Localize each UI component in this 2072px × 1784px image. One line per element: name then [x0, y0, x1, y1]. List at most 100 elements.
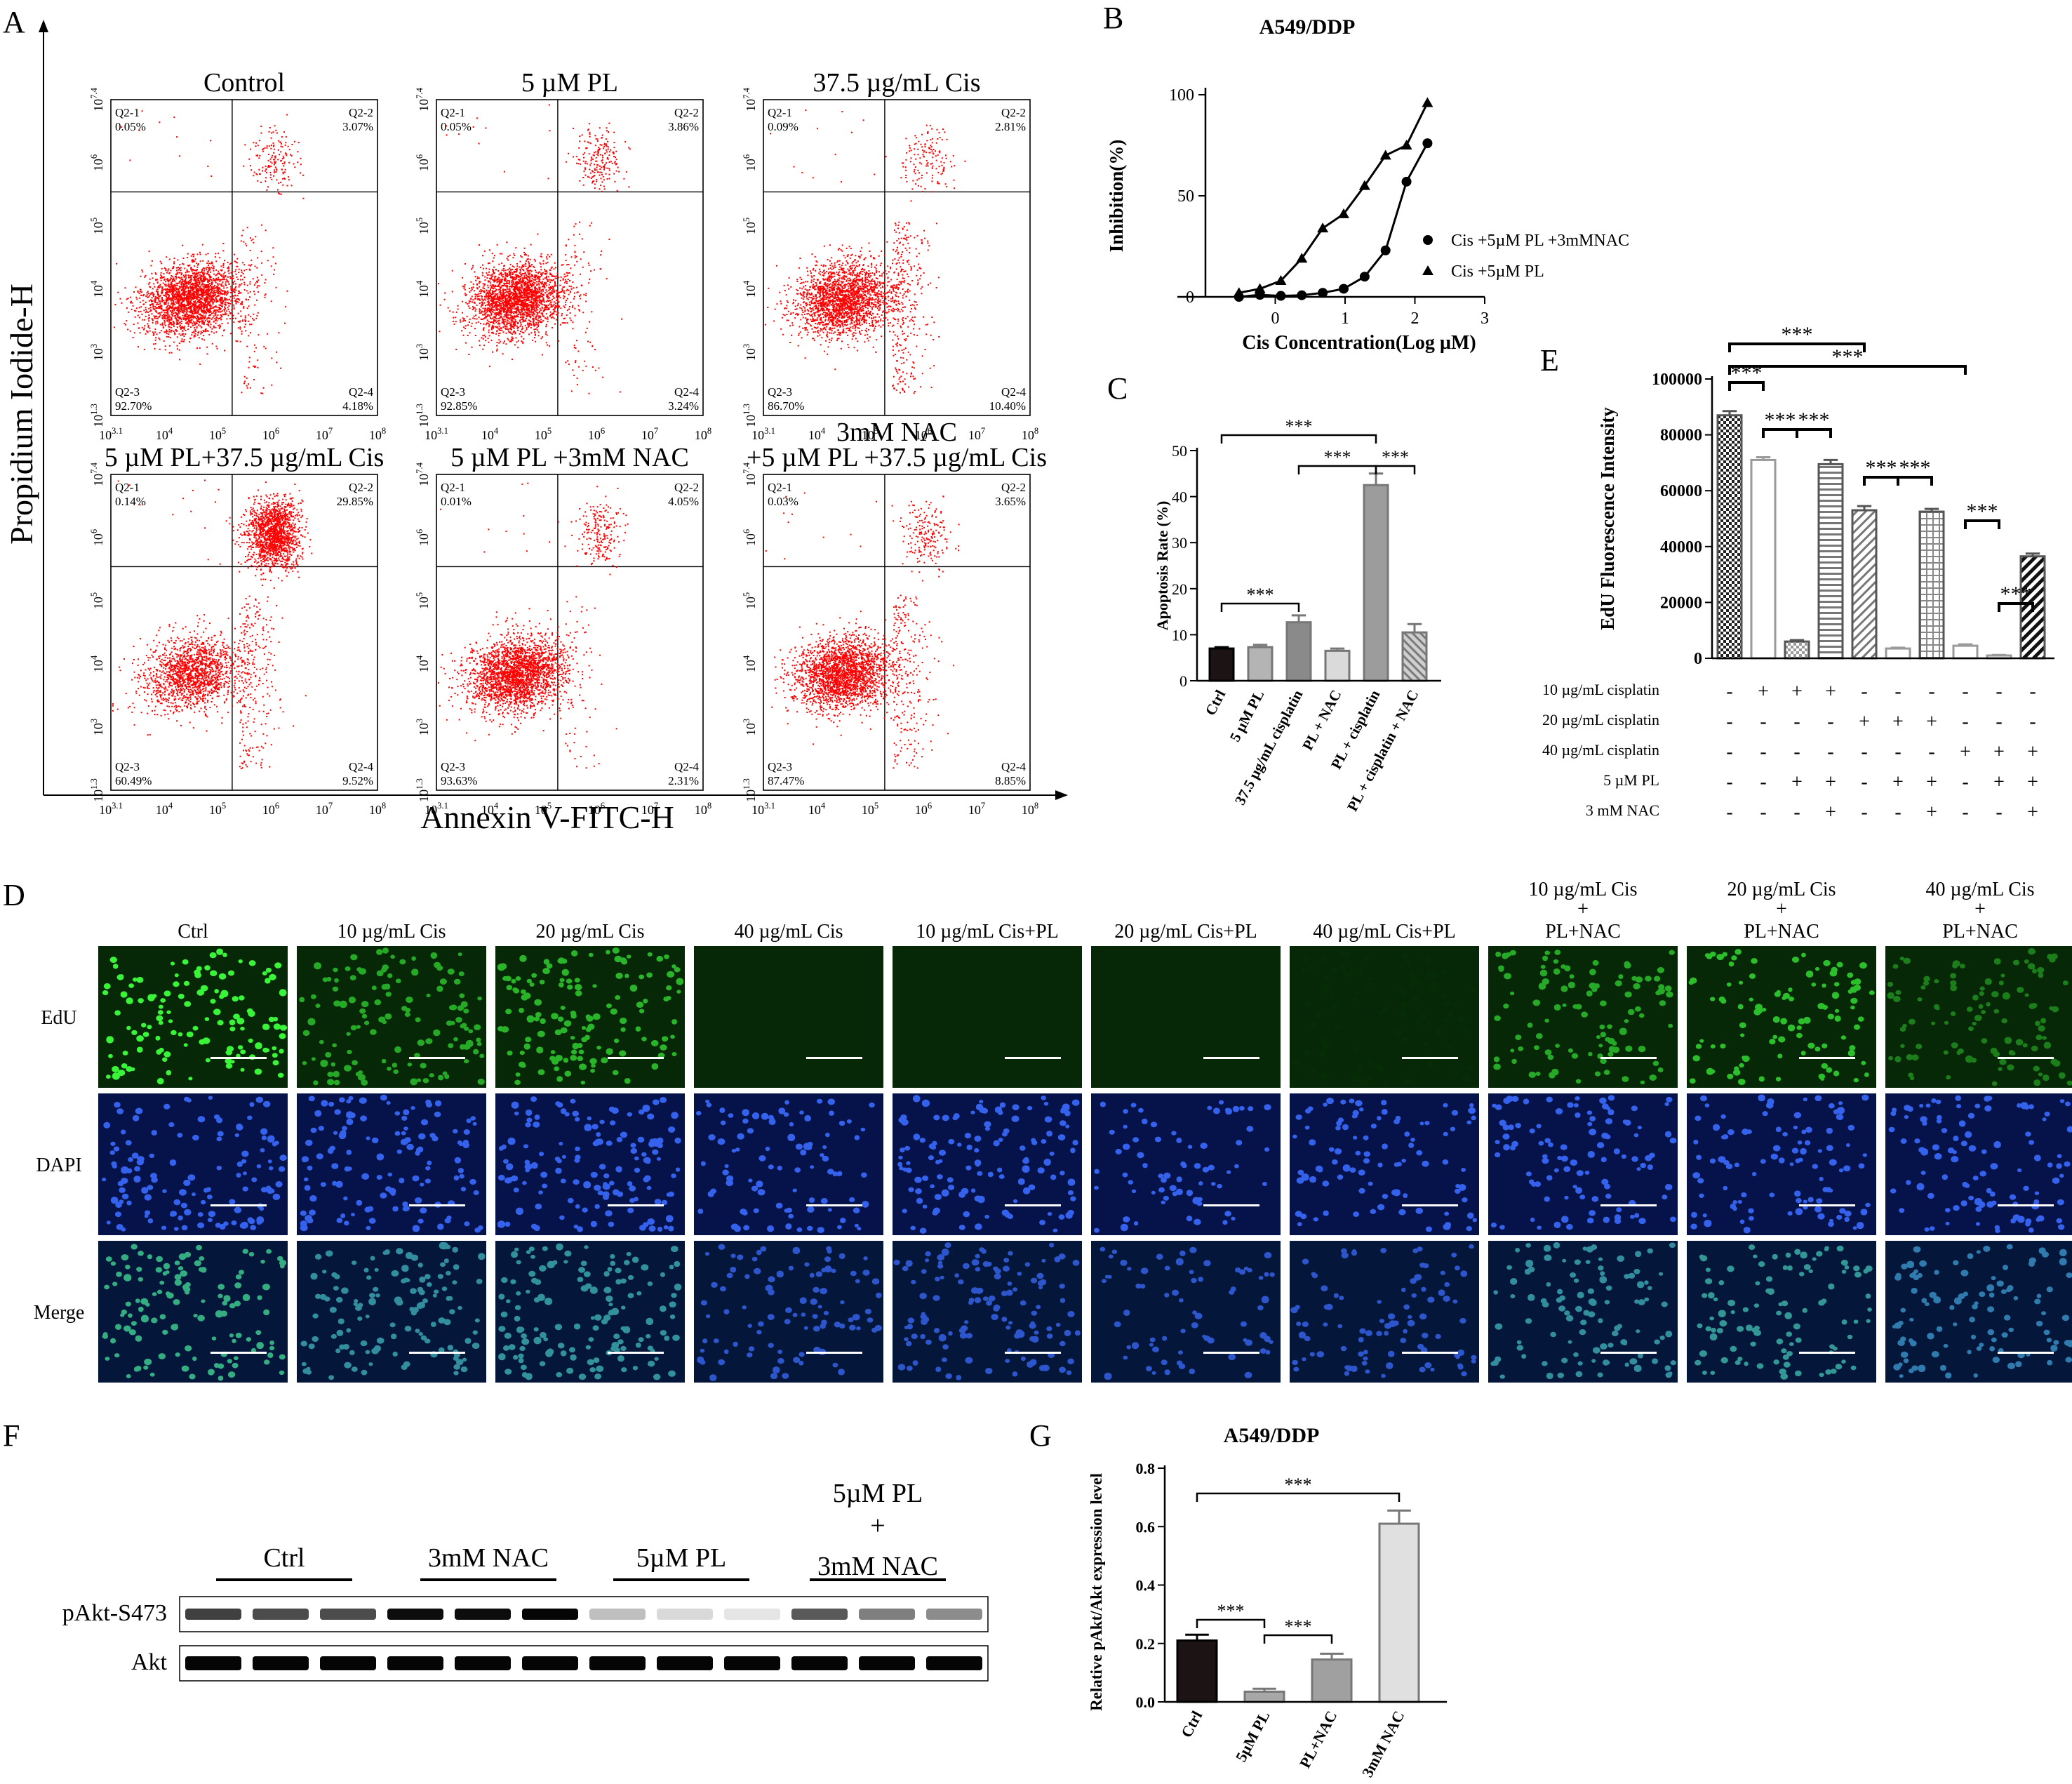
x-tick-label-text: 105	[862, 426, 878, 442]
x-tick-label: 108	[695, 801, 711, 817]
edu-nuclei	[1688, 949, 1875, 1086]
y-tick-label-text: 101.3	[742, 404, 758, 427]
scale-bar	[608, 1204, 664, 1206]
x-tick-label-text: 106	[262, 801, 279, 817]
y-tick-label-text: 105	[415, 218, 431, 234]
x-tick-label-base: 10	[588, 428, 601, 442]
scale-bar	[1998, 1352, 2054, 1354]
chart-e-treatment-sign: +	[1791, 771, 1803, 793]
panel-letter-c: C	[1107, 371, 1128, 406]
flow-plot-dots	[438, 482, 629, 769]
akt-band	[859, 1656, 915, 1670]
micrograph-edu	[1290, 946, 1479, 1088]
x-tick-label-text: 104	[481, 426, 499, 442]
x-tick-label: 107	[968, 801, 985, 817]
quadrant-q23-value: 93.63%	[441, 774, 477, 787]
y-tick-label-text: 106	[742, 529, 758, 546]
x-tick-label-exp: 8	[707, 426, 711, 436]
chart-e-treatment-sign: +	[1892, 711, 1904, 733]
x-tick-label-exp: 7	[654, 801, 658, 811]
row-label: DAPI	[36, 1154, 81, 1176]
flow-plot-frame	[763, 99, 1031, 416]
x-tick-label-exp: 4	[821, 426, 826, 436]
quadrant-q21-value: 0.14%	[115, 495, 146, 508]
x-tick-label-text: 108	[695, 426, 711, 442]
merge-edu-overlay	[300, 1242, 486, 1380]
quadrant-q22-value: 4.05%	[668, 495, 699, 508]
chart-g-y-tick-label: 0.8	[1136, 1460, 1156, 1477]
quadrant-q24-label: Q2-4	[1001, 760, 1026, 773]
scale-bar	[210, 1204, 267, 1206]
chart-b-point-circle	[1380, 245, 1391, 255]
quadrant-q21-value: 0.09%	[768, 120, 798, 133]
y-tick-label-text: 101.3	[415, 778, 431, 802]
scale-bar	[409, 1057, 465, 1059]
chart-e-treatment-sign: -	[1827, 711, 1833, 733]
y-tick-label-text: 104	[415, 655, 431, 672]
micrograph-merge	[1091, 1241, 1281, 1383]
x-tick-label-exp: 6	[928, 426, 932, 436]
blot-row-label: pAkt-S473	[62, 1600, 167, 1626]
y-tick-label-text: 107.4	[415, 87, 431, 111]
x-tick-label: 103.1	[751, 426, 775, 442]
scale-bar	[409, 1352, 465, 1354]
x-tick-label: 104	[156, 426, 173, 442]
x-tick-label-text: 107	[641, 801, 658, 817]
chart-e-y-tick-label: 80000	[1660, 427, 1702, 445]
x-tick-label: 103.1	[99, 426, 123, 442]
quadrant-q22-label: Q2-2	[349, 481, 373, 494]
chart-g-y-tick-label: 0.2	[1136, 1635, 1156, 1653]
y-tick-label-exp: 6	[89, 154, 99, 159]
scale-bar	[1402, 1352, 1458, 1354]
quadrant-q22-value: 29.85%	[337, 495, 373, 508]
x-tick-label-text: 105	[862, 801, 878, 817]
edu-nuclei	[102, 948, 288, 1085]
panel-b-dose-response: A549/DDP 0 1 2 3 0 50 100 Inhibition(%) Cis Conce…	[1106, 15, 1629, 354]
chart-g-significance-bracket	[1263, 1634, 1333, 1644]
pakt-band	[320, 1609, 376, 1620]
chart-c-category-label: 5 µM PL	[1227, 687, 1268, 745]
x-tick-label-text: 108	[369, 801, 386, 817]
pakt-band	[926, 1609, 982, 1620]
y-tick-label: 105	[742, 592, 758, 609]
x-tick-label-exp: 5	[222, 426, 226, 436]
x-tick-label: 106	[262, 426, 279, 442]
quadrant-q24-value: 10.40%	[989, 399, 1026, 413]
merge-nuclei	[300, 1242, 486, 1380]
chart-e-y-tick-label: 0	[1694, 650, 1702, 668]
x-tick-label: 105	[209, 426, 226, 442]
chart-e-treatment-sign: -	[1928, 741, 1934, 763]
chart-b-title: A549/DDP	[1259, 15, 1356, 39]
row-label: Merge	[34, 1302, 85, 1324]
y-tick-label-base: 10	[417, 790, 431, 802]
chart-c-y-label: Apoptosis Rate (%)	[1154, 501, 1171, 631]
flow-plot-1: 5 µM PLQ2-10.05%Q2-23.86%Q2-392.85%Q2-43…	[415, 68, 711, 442]
x-tick-label-base: 10	[808, 803, 821, 817]
dapi-nuclei	[300, 1094, 483, 1233]
flow-plot-title: Control	[203, 68, 285, 98]
akt-band	[926, 1656, 982, 1670]
x-tick-label-base: 10	[862, 803, 874, 817]
x-tick-label-text: 106	[915, 426, 932, 442]
edu-nuclei	[497, 947, 684, 1086]
merge-edu-overlay	[498, 1243, 682, 1380]
quadrant-q22-value: 3.07%	[342, 120, 373, 133]
chart-b-x-tick-label: 1	[1341, 309, 1349, 328]
legend-label: Cis +5µM PL +3mMNAC	[1451, 232, 1629, 250]
chart-e-treatment-sign: +	[2027, 771, 2038, 793]
micrograph-edu	[1687, 946, 1876, 1088]
x-tick-label: 105	[535, 426, 552, 442]
chart-g-bar	[1378, 1522, 1420, 1703]
y-tick-label: 104	[742, 280, 758, 298]
x-tick-label: 106	[915, 801, 932, 817]
quadrant-q21-label: Q2-1	[441, 106, 465, 119]
quadrant-q22-label: Q2-2	[674, 106, 699, 119]
panel-a-x-label: Annexin V-FITC-H	[420, 799, 674, 835]
edu-nuclei	[1493, 950, 1675, 1085]
panel-g-pakt-ratio: A549/DDP 0.0 0.2 0.4 0.6 0.8 Relative pAkt/Akt…	[1088, 1424, 1447, 1780]
dapi-nuclei	[102, 1096, 287, 1232]
column-header: 20 µg/mL Cis	[535, 921, 644, 943]
y-tick-label-base: 10	[744, 159, 758, 171]
chart-e-treatment-sign: +	[2027, 801, 2038, 823]
x-tick-label-text: 108	[1022, 801, 1038, 817]
